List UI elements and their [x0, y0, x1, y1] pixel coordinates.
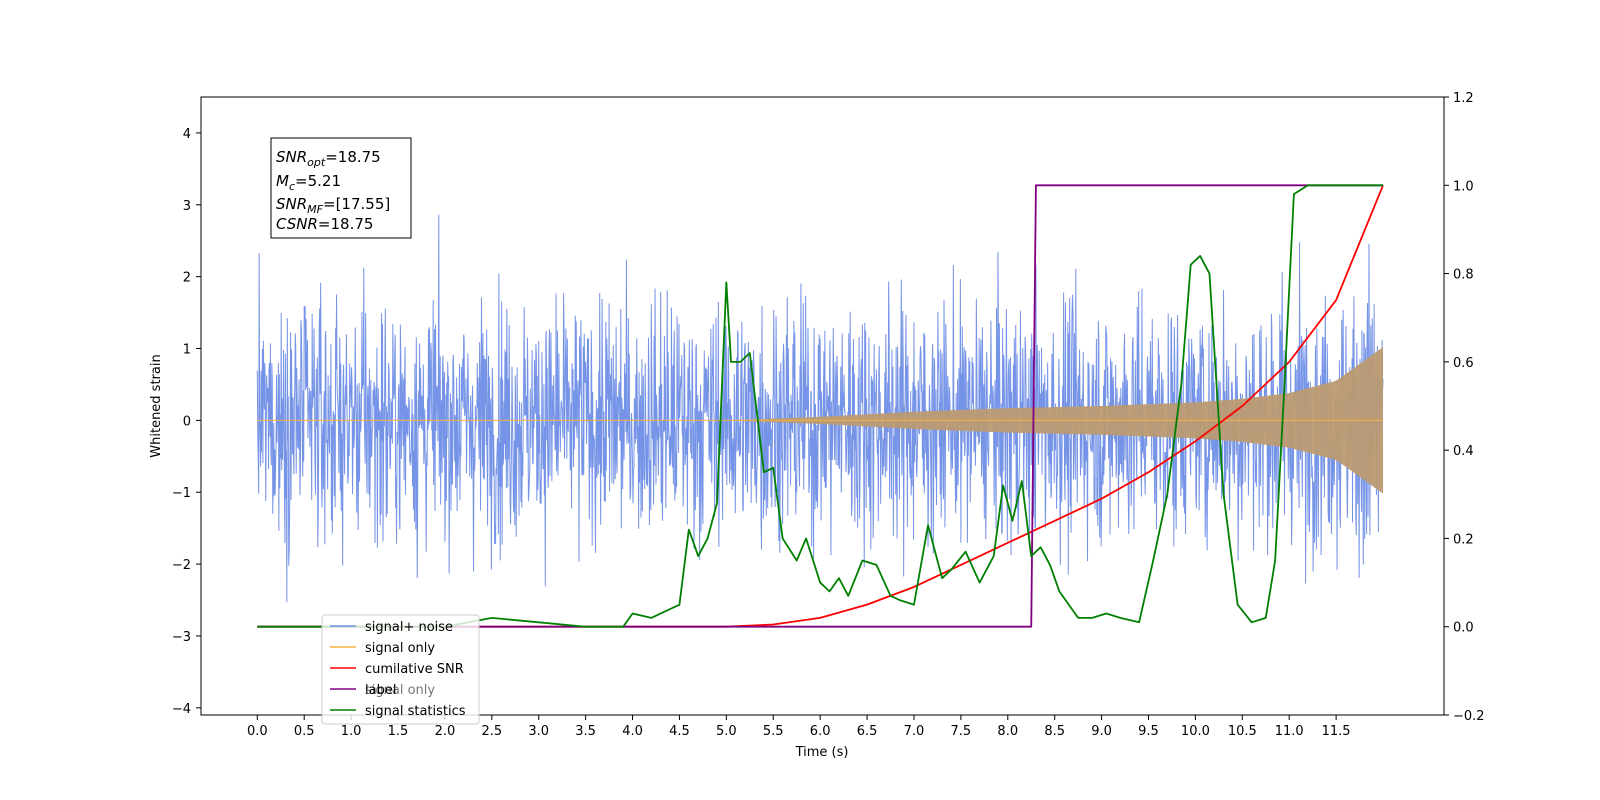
- left-y-tick-label: 0: [183, 414, 191, 429]
- x-axis-ticks: 0.0 0.5 1.0 1.5 2.0 2.5 3.0 3.5 4.0 4.5 5.0 5.5 6.0 6…: [247, 715, 1351, 739]
- x-tick-label: 11.5: [1322, 724, 1351, 739]
- left-y-tick-label: 1: [183, 343, 191, 358]
- right-y-tick-label: 0.6: [1453, 356, 1474, 371]
- legend-label-stats: signal statistics: [365, 704, 466, 719]
- right-y-tick-label: 0.4: [1453, 444, 1474, 459]
- right-y-tick-label: 1.0: [1453, 179, 1474, 194]
- x-tick-label: 4.5: [669, 724, 690, 739]
- legend-label-label: label: [365, 683, 396, 698]
- stats-mc-value: =5.21: [295, 172, 341, 190]
- x-tick-label: 9.5: [1138, 724, 1159, 739]
- legend: signal+ noise signal only cumilative SNR…: [321, 614, 480, 725]
- stats-snr-mf: SNRMF=[17.55]: [276, 195, 390, 216]
- x-tick-label: 0.5: [294, 724, 315, 739]
- left-y-tick-label: −4: [172, 702, 191, 717]
- stats-mc: Mc=5.21: [276, 172, 341, 193]
- legend-label-cum-snr: cumilative SNR: [365, 662, 464, 677]
- series-layer: [256, 184, 1384, 628]
- legend-frame: [321, 614, 480, 725]
- x-tick-label: 8.0: [997, 724, 1018, 739]
- left-y-tick-label: 2: [183, 271, 191, 286]
- x-tick-label: 0.0: [247, 724, 268, 739]
- stats-snr-opt: SNRopt=18.75: [276, 148, 381, 169]
- x-tick-label: 8.5: [1044, 724, 1065, 739]
- x-tick-label: 10.5: [1228, 724, 1257, 739]
- stats-box: SNRopt=18.75 Mc=5.21 SNRMF=[17.55] CSNR=…: [270, 137, 412, 239]
- x-tick-label: 3.0: [528, 724, 549, 739]
- left-y-axis-label: Whitened strain: [149, 354, 164, 457]
- x-tick-label: 11.0: [1275, 724, 1304, 739]
- legend-ghost-label: signal only: [365, 683, 435, 698]
- right-y-tick-label: 0.8: [1453, 268, 1474, 283]
- left-y-tick-label: 3: [183, 199, 191, 214]
- x-tick-label: 6.0: [810, 724, 831, 739]
- stats-snr-opt-value: =18.75: [325, 148, 381, 166]
- stats-snr-mf-value: =[17.55]: [323, 195, 390, 213]
- plot-frame: [200, 96, 1445, 716]
- x-tick-label: 2.0: [435, 724, 456, 739]
- left-y-tick-label: −2: [172, 558, 191, 573]
- left-y-axis-ticks: 4 3 2 1 0 −1 −2 −3 −4: [172, 127, 201, 717]
- right-y-tick-label: 0.0: [1453, 621, 1474, 636]
- stats-csnr-value: =18.75: [318, 215, 374, 233]
- x-tick-label: 7.0: [904, 724, 925, 739]
- left-y-tick-label: 4: [183, 127, 191, 142]
- x-tick-label: 1.0: [341, 724, 362, 739]
- label-line: [257, 184, 1384, 628]
- legend-label-signal-noise: signal+ noise: [365, 620, 453, 635]
- left-y-tick-label: −3: [172, 630, 191, 645]
- right-y-tick-label: 1.2: [1453, 91, 1474, 106]
- x-axis-label: Time (s): [795, 745, 849, 760]
- right-y-tick-label: −0.2: [1453, 709, 1485, 724]
- x-tick-label: 2.5: [481, 724, 502, 739]
- x-tick-label: 7.5: [951, 724, 972, 739]
- x-tick-label: 5.5: [763, 724, 784, 739]
- x-tick-label: 3.5: [575, 724, 596, 739]
- stats-csnr: CSNR=18.75: [276, 215, 373, 233]
- x-tick-label: 1.5: [388, 724, 409, 739]
- signal-statistics-line: [257, 184, 1384, 628]
- x-tick-label: 5.0: [716, 724, 737, 739]
- right-y-axis-ticks: 1.2 1.0 0.8 0.6 0.4 0.2 0.0 −0.2: [1444, 91, 1485, 724]
- cumulative-snr-line: [257, 184, 1384, 628]
- signal-noise-line: [256, 214, 1384, 603]
- left-y-tick-label: −1: [172, 486, 191, 501]
- x-tick-label: 10.0: [1181, 724, 1210, 739]
- right-y-tick-label: 0.2: [1453, 532, 1474, 547]
- stats-box-frame: [270, 137, 412, 239]
- x-tick-label: 9.0: [1091, 724, 1112, 739]
- legend-label-signal-only: signal only: [365, 641, 435, 656]
- x-tick-label: 6.5: [857, 724, 878, 739]
- x-tick-label: 4.0: [622, 724, 643, 739]
